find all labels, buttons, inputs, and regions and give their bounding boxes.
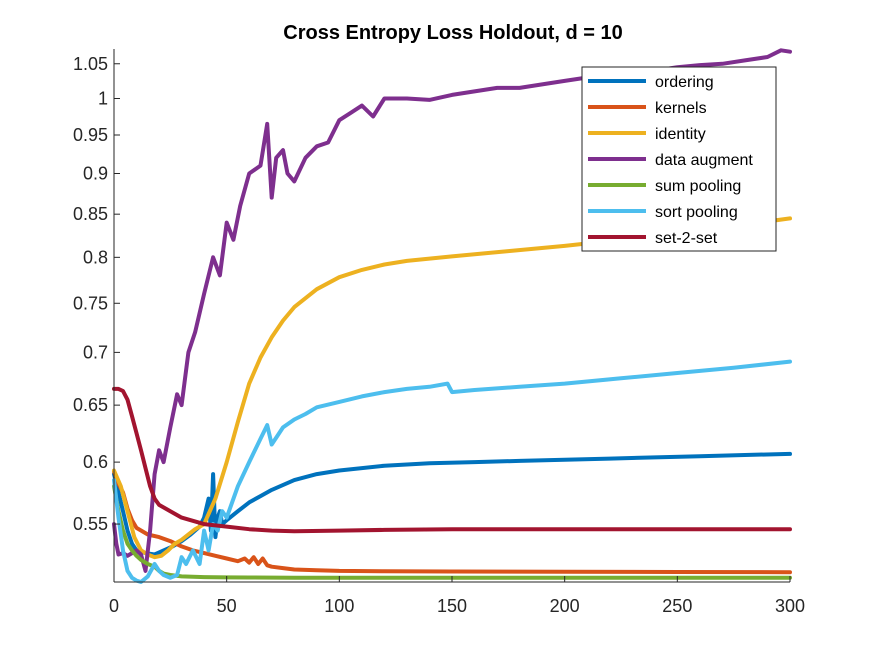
x-tick-label: 50 bbox=[217, 596, 237, 616]
x-tick-label: 250 bbox=[662, 596, 692, 616]
y-tick-label: 1 bbox=[98, 88, 108, 108]
x-tick-label: 200 bbox=[550, 596, 580, 616]
y-tick-label: 0.65 bbox=[73, 395, 108, 415]
y-tick-label: 0.85 bbox=[73, 204, 108, 224]
y-tick-label: 0.8 bbox=[83, 247, 108, 267]
legend-label: kernels bbox=[655, 100, 707, 117]
axes: 0 50 100 150 200 250 300 0.55 0.6 0.65 0.7 0.75 0.8 0… bbox=[73, 49, 805, 616]
series-line-set-2-set bbox=[112, 386, 792, 534]
y-tick-label: 0.9 bbox=[83, 163, 108, 183]
y-tick-label: 0.75 bbox=[73, 293, 108, 313]
y-tick-label: 1.05 bbox=[73, 54, 108, 74]
plot-lines bbox=[112, 48, 792, 584]
chart-title: Cross Entropy Loss Holdout, d = 10 bbox=[283, 22, 623, 44]
y-tick-label: 0.95 bbox=[73, 125, 108, 145]
x-tick-label: 0 bbox=[109, 596, 119, 616]
legend: ordering kernels identity data augment sum p… bbox=[581, 66, 777, 252]
legend-label: set-2-set bbox=[655, 230, 718, 247]
x-tick-label: 100 bbox=[324, 596, 354, 616]
series-line-identity bbox=[112, 216, 792, 560]
y-tick-label: 0.6 bbox=[83, 452, 108, 472]
legend-label: ordering bbox=[655, 74, 714, 91]
series-line-kernels bbox=[112, 469, 792, 575]
legend-label: data augment bbox=[655, 152, 753, 169]
y-tick-label: 0.7 bbox=[83, 342, 108, 362]
x-tick-label: 300 bbox=[775, 596, 805, 616]
legend-label: sort pooling bbox=[655, 204, 738, 221]
y-tick-label: 0.55 bbox=[73, 514, 108, 534]
series-line-sort-pooling bbox=[112, 359, 792, 584]
x-tick-label: 150 bbox=[437, 596, 467, 616]
legend-label: identity bbox=[655, 126, 706, 143]
legend-label: sum pooling bbox=[655, 178, 741, 195]
